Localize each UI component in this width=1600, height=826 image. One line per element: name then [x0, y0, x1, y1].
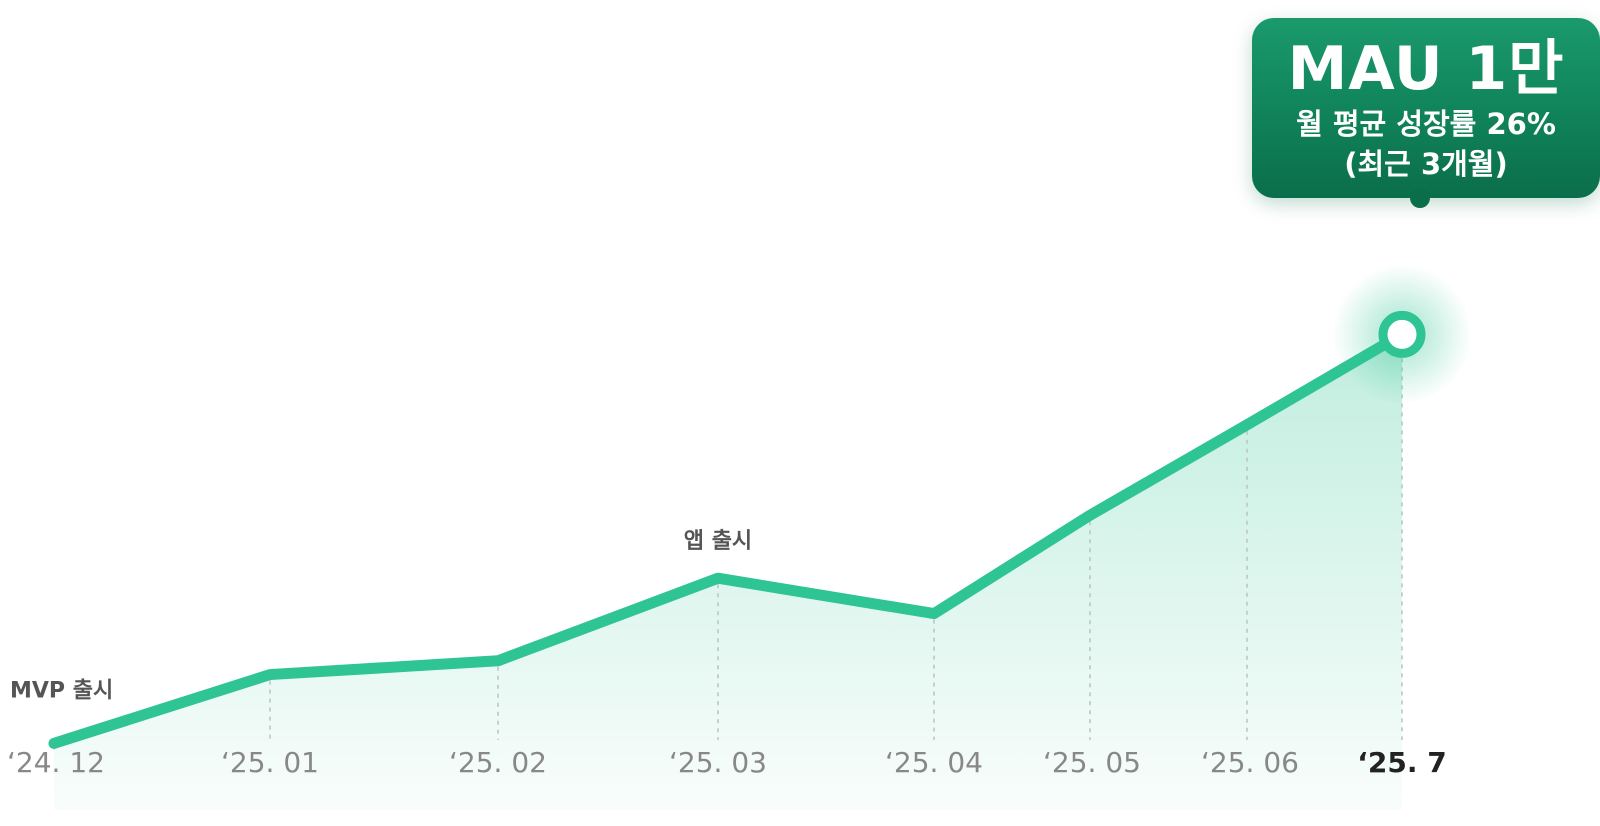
annotation-0: MVP 출시 [10, 678, 113, 703]
x-tick-label-3: ‘25. 03 [669, 746, 767, 779]
annotation-3: 앱 출시 [684, 529, 752, 554]
x-tick-label-7: ‘25. 7 [1357, 746, 1446, 779]
x-tick-label-2: ‘25. 02 [449, 746, 547, 779]
x-tick-label-6: ‘25. 06 [1201, 746, 1299, 779]
mau-callout: MAU 1만 월 평균 성장률 26% (최근 3개월) [1252, 18, 1600, 208]
series-line [48, 328, 1408, 749]
x-tick-label-0: ‘24. 12 [7, 746, 105, 779]
x-tick-label-5: ‘25. 05 [1043, 746, 1141, 779]
callout-growth-rate: 월 평균 성장률 26% [1296, 107, 1556, 141]
area-fill [54, 334, 1402, 810]
callout-period: (최근 3개월) [1344, 147, 1508, 181]
x-tick-label-4: ‘25. 04 [885, 746, 983, 779]
highlight-point [1378, 310, 1426, 358]
callout-title: MAU 1만 [1287, 34, 1565, 104]
x-tick-label-1: ‘25. 01 [221, 746, 319, 779]
